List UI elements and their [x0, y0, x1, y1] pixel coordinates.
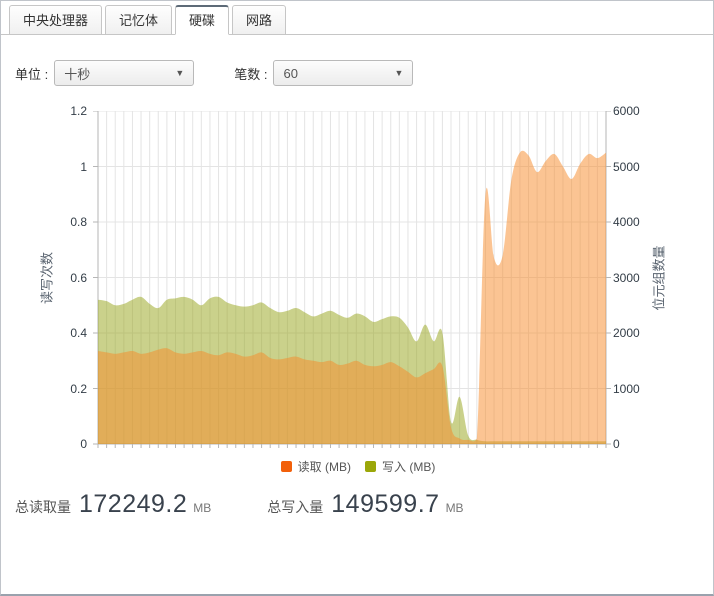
axis-tick-label: 0.6: [70, 270, 87, 285]
chart-legend: 读取 (MB) 写入 (MB): [1, 458, 714, 475]
right-axis-ticks: 6000 5000 4000 3000 2000 1000 0: [613, 105, 673, 450]
axis-tick-label: 0: [80, 437, 87, 451]
tab-network[interactable]: 网路: [232, 5, 287, 35]
axis-tick-label: 1: [80, 159, 87, 174]
count-select-value: 60: [283, 65, 298, 81]
total-read-label: 总读取量: [15, 499, 71, 515]
legend-label: 写入 (MB): [382, 460, 436, 474]
axis-tick-label: 1.2: [70, 104, 87, 118]
series-area-read: [98, 150, 606, 444]
legend-item[interactable]: 读取 (MB): [280, 458, 351, 475]
axis-tick-label: 2000: [613, 326, 640, 340]
chevron-down-icon: ▼: [394, 68, 404, 78]
tab-bar: 中央处理器 记忆体 硬碟 网路: [1, 1, 713, 35]
legend-swatch-icon: [365, 461, 376, 472]
totals-row: 总读取量 172249.2 MB 总写入量 149599.7 MB: [15, 490, 464, 519]
legend-swatch-icon: [280, 461, 292, 472]
unit-label: 单位 :: [15, 66, 49, 82]
chevron-down-icon: ▼: [175, 68, 185, 78]
axis-tick-label: 4000: [613, 215, 640, 229]
axis-tick-label: 6000: [613, 104, 640, 118]
axis-tick-label: 1000: [613, 381, 640, 396]
legend-item[interactable]: 写入 (MB): [365, 458, 435, 475]
total-write-value: 149599.7: [331, 490, 440, 518]
chart-controls: 单位 : 十秒 ▼ 笔数 : 60 ▼: [15, 58, 414, 88]
axis-tick-label: 0.4: [70, 326, 87, 340]
axis-tick-label: 5000: [613, 159, 640, 174]
left-axis-ticks: 1.2 1 0.8 0.6 0.4 0.2 0: [1, 105, 87, 450]
axis-tick-label: 0.8: [70, 215, 87, 229]
total-read-value: 172249.2: [79, 490, 188, 518]
axis-tick-label: 0: [613, 437, 620, 451]
total-write-label: 总写入量: [267, 499, 324, 515]
tab-disk[interactable]: 硬碟: [175, 5, 230, 35]
count-label: 笔数 :: [234, 66, 268, 82]
total-read-unit: MB: [193, 501, 212, 515]
plot-area: [93, 111, 611, 448]
tab-memory[interactable]: 记忆体: [105, 5, 173, 35]
disk-io-chart: 读写次数 位元组数量 1.2 1 0.8 0.6 0.4 0.2 0 6000 5000 400…: [1, 96, 714, 486]
unit-select-value: 十秒: [64, 66, 91, 82]
axis-tick-label: 0.2: [70, 381, 87, 396]
unit-select[interactable]: 十秒 ▼: [54, 60, 195, 86]
legend-label: 读取 (MB): [297, 460, 351, 474]
count-select[interactable]: 60 ▼: [273, 60, 414, 86]
total-write-unit: MB: [445, 501, 464, 515]
tab-cpu[interactable]: 中央处理器: [9, 5, 103, 35]
axis-tick-label: 3000: [613, 270, 640, 285]
